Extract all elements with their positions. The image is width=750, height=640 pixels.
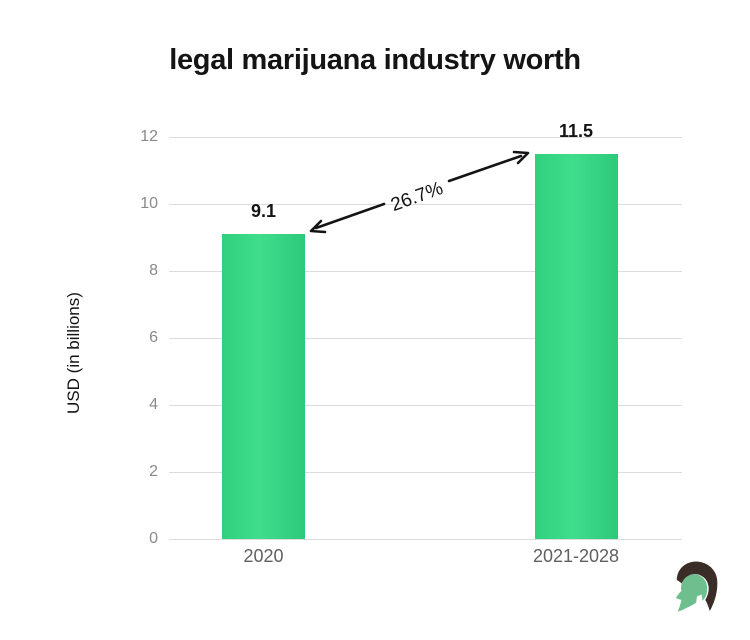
y-axis-label: USD (in billions): [64, 292, 83, 414]
gridline-8: [169, 270, 682, 272]
y-tick-label-8: 8: [149, 262, 158, 279]
y-tick-label-12: 12: [140, 128, 158, 145]
y-tick-label-4: 4: [149, 396, 158, 413]
chart-title: legal marijuana industry worth: [169, 44, 581, 76]
y-tick-label-2: 2: [149, 463, 158, 480]
plot-area: 9.1 11.5: [169, 121, 682, 540]
gridline-10: [169, 203, 682, 205]
y-tick-label-6: 6: [149, 329, 158, 346]
bar-2020: [222, 234, 305, 539]
bar-2021-2028: [534, 153, 618, 539]
y-tick-label-0: 0: [149, 530, 158, 547]
gridline-0: [169, 538, 682, 540]
y-tick-label-10: 10: [140, 195, 158, 212]
gridline-6: [169, 337, 682, 339]
x-tick-label-2021-2028: 2021-2028: [532, 546, 620, 566]
gridline-2: [169, 471, 682, 473]
logo-helmet-icon: [675, 574, 708, 612]
logo-crest-arc-icon: [676, 561, 718, 611]
gridline-12: [169, 136, 682, 138]
bar-value-label-2021-2028: 11.5: [558, 120, 594, 141]
x-tick-label-2020: 2020: [243, 546, 284, 566]
gridline-4: [169, 404, 682, 406]
bar-value-label-2020: 9.1: [250, 201, 277, 222]
brand-logo: [675, 561, 718, 612]
